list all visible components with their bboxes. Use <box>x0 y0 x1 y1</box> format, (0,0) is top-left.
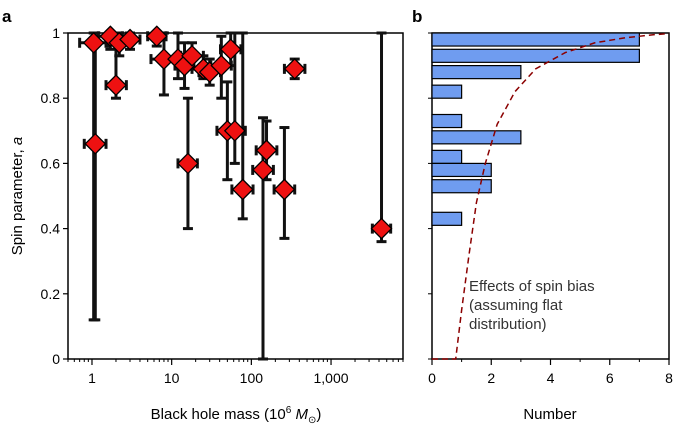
panel-b-axes: 0 2 4 6 8 <box>428 32 673 386</box>
x-tick-label: 6 <box>606 370 614 386</box>
diamond-marker <box>145 25 168 48</box>
diamond-marker <box>252 159 274 181</box>
panel-a-points <box>82 25 393 240</box>
diamond-marker <box>219 38 242 61</box>
histogram-bar <box>431 113 463 129</box>
diamond-marker <box>84 132 107 155</box>
diamond-marker <box>273 178 296 201</box>
x-tick-label: 100 <box>240 370 264 386</box>
diamond-marker <box>210 54 233 77</box>
x-axis-label-b: Number <box>523 406 576 423</box>
histogram-bar <box>431 48 640 63</box>
spin-bias-curve <box>432 32 670 360</box>
x-tick-label: 2 <box>487 370 495 386</box>
diamond-marker <box>255 139 278 162</box>
y-axis-label: Spin parameter, a <box>9 137 26 255</box>
panel-label-b: b <box>412 7 422 26</box>
diamond-marker <box>283 57 306 80</box>
histogram-bar <box>431 130 522 145</box>
data-point <box>370 31 393 244</box>
y-tick-label: 0 <box>52 351 60 367</box>
panel-b-histogram: 0 2 4 6 8 Effects of spin bias (assuming flat… <box>428 32 673 386</box>
data-point <box>82 31 108 322</box>
histogram-bar <box>431 149 463 165</box>
histogram-bar <box>431 32 640 47</box>
y-tick-label: 0.2 <box>41 286 61 302</box>
y-tick-label: 0.8 <box>41 90 61 106</box>
x-axis-label-a: Black hole mass (106 M⊙) <box>151 405 322 426</box>
x-tick-label: 10 <box>164 370 180 386</box>
panel-a-axes: 0 0.2 0.4 0.6 0.8 1 1 10 100 1,000 <box>41 25 404 386</box>
histogram-bar <box>431 84 463 99</box>
diamond-marker <box>370 217 393 240</box>
annotation-line: Effects of spin bias <box>469 278 595 295</box>
y-tick-label: 0.6 <box>41 155 61 171</box>
diamond-marker <box>231 178 254 201</box>
diamond-marker <box>82 31 105 54</box>
histogram-bar <box>431 179 492 194</box>
annotation-line: (assuming flat <box>469 297 563 314</box>
y-tick-label: 1 <box>52 25 60 41</box>
x-tick-label: 8 <box>665 370 673 386</box>
x-tick-label: 1 <box>88 370 96 386</box>
panel-a-errorbars <box>78 31 393 361</box>
annotation-line: distribution) <box>469 316 547 333</box>
y-tick-label: 0.4 <box>41 221 61 237</box>
diamond-marker <box>223 119 246 142</box>
panel-a-scatter: 0 0.2 0.4 0.6 0.8 1 1 10 100 1,000 <box>41 25 404 386</box>
diamond-marker <box>105 74 127 97</box>
histogram-bar <box>431 64 522 80</box>
panel-label-a: a <box>2 7 12 26</box>
histogram-bar <box>431 162 492 178</box>
data-point <box>78 31 108 322</box>
x-tick-label: 1,000 <box>314 370 349 386</box>
x-tick-label: 0 <box>428 370 436 386</box>
histogram-bar <box>431 211 463 226</box>
panel-b-bars <box>431 32 640 226</box>
diamond-marker <box>177 152 199 175</box>
diamond-marker <box>181 44 203 67</box>
x-tick-label: 4 <box>547 370 555 386</box>
diamond-marker <box>119 28 141 51</box>
spin-bias-annotation: Effects of spin bias (assuming flat distri… <box>469 278 595 333</box>
